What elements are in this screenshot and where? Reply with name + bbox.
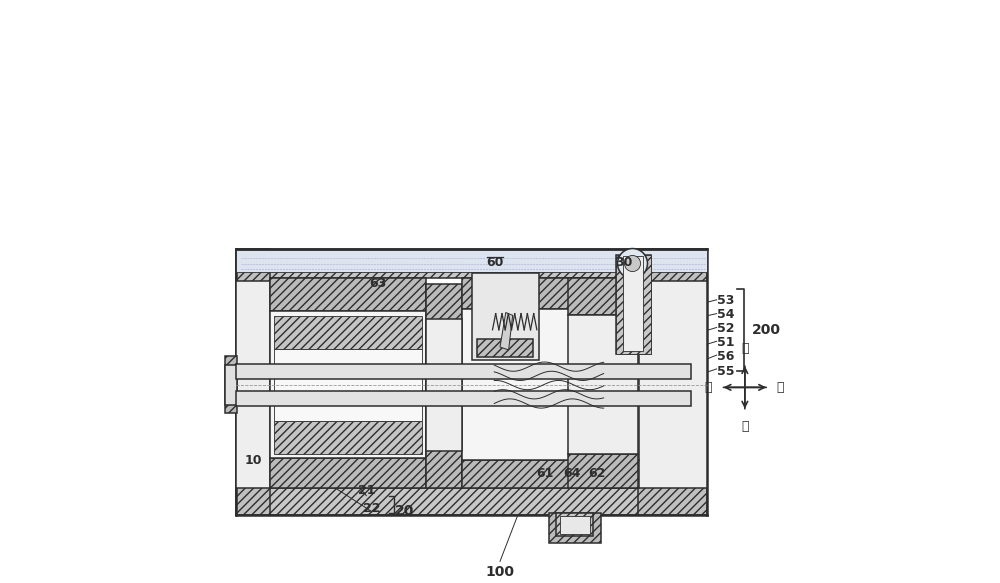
Text: 20: 20 [395,504,415,518]
Text: 100: 100 [486,565,514,579]
Bar [616,255,651,354]
Bar [426,319,462,451]
Text: 52: 52 [717,322,734,335]
Bar [462,278,639,309]
Bar [236,487,707,515]
Text: 55: 55 [717,365,734,378]
Text: 200: 200 [752,323,781,337]
Bar [472,273,539,360]
Bar [274,421,422,454]
Text: 64: 64 [563,466,581,480]
Bar [236,364,691,380]
Bar [270,311,426,458]
Text: 60: 60 [487,256,504,269]
Bar [462,460,639,487]
Bar [236,249,270,515]
Bar [638,249,707,515]
Text: 54: 54 [717,308,734,321]
Bar [568,454,638,487]
Text: 上: 上 [741,342,749,355]
Text: 21: 21 [358,484,375,497]
Text: 62: 62 [588,466,605,480]
Bar [556,513,593,536]
Bar [225,366,237,405]
Bar [568,315,638,454]
Text: 下: 下 [741,420,749,433]
Text: 56: 56 [717,350,734,363]
Bar [462,309,639,460]
Text: 53: 53 [717,294,734,307]
Text: 左: 左 [704,381,711,394]
Text: 30: 30 [615,256,633,269]
Bar [236,391,691,406]
Bar [270,278,426,311]
Bar [274,316,422,349]
Bar [623,256,643,351]
Bar [225,356,237,413]
Polygon shape [500,312,513,350]
Bar [616,255,651,354]
Bar [638,282,707,487]
Bar [270,458,426,487]
Circle shape [624,255,641,272]
Text: 61: 61 [536,466,554,480]
Text: 22: 22 [363,503,381,515]
Bar [236,282,270,487]
Text: 右: 右 [776,381,783,394]
Bar [568,278,638,315]
Bar [560,517,590,533]
Text: 10: 10 [245,454,262,467]
Text: 51: 51 [717,336,734,349]
Bar [236,249,707,278]
Bar [236,250,707,272]
Bar [477,339,533,357]
Text: 63: 63 [369,277,386,290]
Bar [426,284,462,487]
Circle shape [618,248,647,279]
Bar [274,349,422,421]
Bar [549,513,601,543]
